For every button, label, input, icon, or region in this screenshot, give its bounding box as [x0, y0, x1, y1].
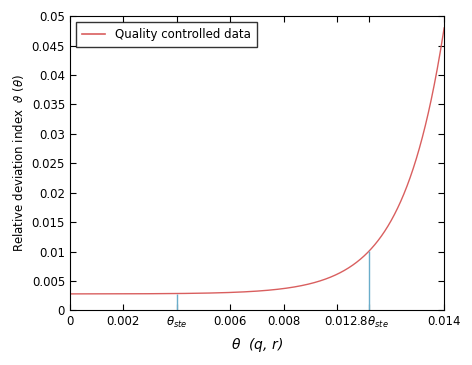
Quality controlled data	[132, 292, 138, 296]
Line: Quality controlled data: Quality controlled data	[70, 28, 444, 294]
X-axis label: $\theta$  (q, r): $\theta$ (q, r)	[231, 336, 283, 354]
Quality controlled data	[211, 291, 216, 295]
Quality controlled data	[441, 26, 447, 30]
Quality controlled data	[434, 69, 439, 74]
Quality controlled data	[67, 292, 73, 296]
Y-axis label: Relative deviation index  $\vartheta$ ($\theta$): Relative deviation index $\vartheta$ ($\…	[11, 74, 26, 252]
Quality controlled data	[110, 292, 116, 296]
Legend: Quality controlled data: Quality controlled data	[76, 22, 257, 47]
Quality controlled data	[227, 290, 233, 295]
Quality controlled data	[394, 208, 399, 213]
